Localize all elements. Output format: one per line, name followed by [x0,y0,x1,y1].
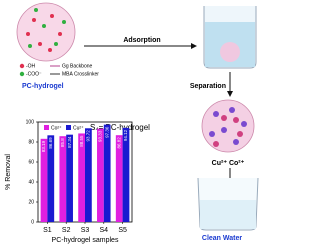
bar [97,128,104,222]
coo-icon [19,71,25,77]
bar [47,135,55,222]
separation-label: Separation [190,83,226,90]
y-tick-label: 80 [28,139,34,145]
value-label: 94.12 [123,129,128,141]
bar [40,138,48,222]
y-tick-label: 0 [31,219,34,225]
beaker [203,6,257,69]
chart: % Removal PC-hydrogel samples S₄= PC-hyd… [5,119,150,244]
y-tick-label: 60 [28,159,34,165]
value-label: 88.55 [79,135,84,147]
x-tick-label: S3 [81,227,90,234]
crosslinker-label: MBA Crosslinker [62,71,99,77]
value-label: 85.8 [60,138,65,147]
x-axis-label: PC-hydrogel samples [52,237,119,244]
value-label: 86.82 [116,137,121,149]
value-label: 86.69 [48,137,53,149]
clean-water-label: Clean Water [202,235,242,242]
figure: -OH -COO⁻ Gg Backbone MBA Crosslinker PC… [5,2,259,244]
x-tick-label: S4 [100,227,109,234]
legend-label: Co²⁺ [51,125,62,131]
value-label: 83.19 [41,140,46,152]
annotation: S₄= PC-hydrogel [90,123,150,132]
value-label: 93.72 [86,130,91,142]
oh-label: -OH [26,63,36,69]
value-label: 93.33 [98,130,103,142]
bar [115,135,123,222]
value-label: 97.36 [104,126,109,138]
y-tick-label: 100 [26,119,35,125]
value-label: 87.34 [67,136,72,148]
x-tick-label: S2 [62,227,71,234]
y-axis-label: % Removal [5,154,12,190]
legend-swatch [66,125,71,130]
x-tick-label: S1 [43,227,52,234]
bar [66,134,73,222]
hydrogel-label: PC-hydrogel [22,83,64,90]
loaded-sphere [201,99,255,153]
y-tick-label: 20 [28,199,34,205]
legend-label: Cu²⁺ [73,125,84,131]
y-tick-label: 40 [28,179,34,185]
backbone-label: Gg Backbone [62,63,93,69]
ions-label: Cu²⁺ Co²⁺ [212,160,245,167]
coo-label: -COO⁻ [26,71,42,77]
oh-icon [19,63,25,69]
clean-beaker [197,177,259,231]
bar [103,124,111,222]
hydrogel-sphere [16,2,76,62]
bar [59,136,67,222]
bar [122,127,130,222]
adsorption-label: Adsorption [123,37,160,44]
x-tick-label: S5 [118,227,127,234]
bar [78,133,85,222]
bar [85,128,92,222]
legend-swatch [44,125,49,130]
